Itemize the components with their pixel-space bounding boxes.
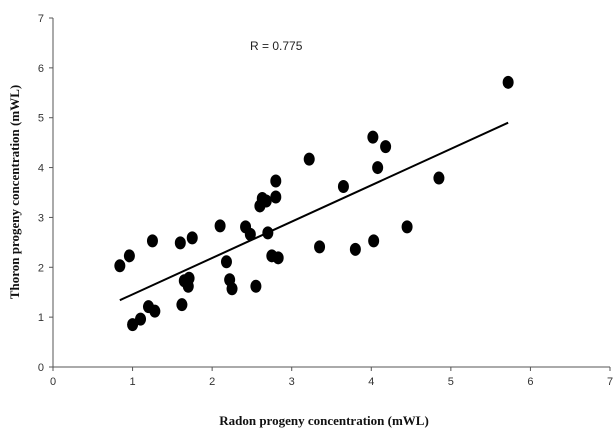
x-axis-title: Radon progeny concentration (mWL)	[219, 413, 429, 428]
data-point	[183, 271, 195, 285]
data-point	[380, 140, 392, 154]
y-tick-label: 1	[38, 312, 44, 324]
data-point	[262, 226, 274, 240]
x-tick-label: 2	[209, 376, 215, 388]
y-tick-label: 2	[38, 262, 44, 274]
data-point	[244, 227, 256, 241]
y-tick-label: 4	[38, 163, 44, 175]
x-tick-label: 0	[50, 376, 56, 388]
data-point	[260, 194, 272, 208]
data-point	[272, 251, 284, 265]
data-point	[135, 312, 147, 326]
correlation-annotation: R = 0.775	[250, 39, 303, 53]
data-point	[220, 255, 232, 269]
data-point	[176, 298, 188, 312]
data-point	[123, 249, 135, 263]
trendline-layer	[119, 121, 509, 302]
data-point	[270, 174, 282, 188]
data-point	[337, 180, 349, 194]
x-tick-label: 6	[527, 376, 533, 388]
x-tick-label: 1	[130, 376, 136, 388]
x-tick-label: 5	[448, 376, 454, 388]
x-tick-label: 7	[607, 376, 613, 388]
trendline	[119, 121, 509, 302]
y-tick-label: 0	[38, 362, 44, 374]
x-tick-label: 4	[368, 376, 374, 388]
y-tick-label: 6	[38, 63, 44, 75]
data-point	[186, 231, 198, 245]
data-point	[433, 171, 445, 185]
data-point	[146, 234, 158, 248]
data-point	[372, 161, 384, 175]
tick-labels: 0 1 2 3 4 5 6 7 0 1 2 3 4 5 6 7	[38, 13, 613, 388]
data-point	[401, 220, 413, 234]
data-point	[303, 152, 315, 166]
x-tick-label: 3	[289, 376, 295, 388]
data-point	[502, 75, 514, 89]
data-point	[149, 304, 161, 318]
y-tick-label: 5	[38, 113, 44, 125]
data-point	[174, 236, 186, 250]
y-axis-title: Thoron progeny concentration (mWL)	[7, 85, 22, 299]
data-point	[367, 130, 379, 144]
data-point	[368, 234, 380, 248]
data-point	[270, 190, 282, 204]
y-tick-label: 3	[38, 212, 44, 224]
data-points	[114, 75, 514, 332]
data-point	[349, 242, 361, 256]
data-point	[314, 240, 326, 254]
data-point	[214, 219, 226, 233]
data-point	[127, 318, 139, 332]
data-point	[250, 279, 262, 293]
data-point	[114, 259, 126, 273]
data-point	[226, 282, 238, 296]
axes	[49, 17, 611, 371]
y-tick-label: 7	[38, 13, 44, 25]
